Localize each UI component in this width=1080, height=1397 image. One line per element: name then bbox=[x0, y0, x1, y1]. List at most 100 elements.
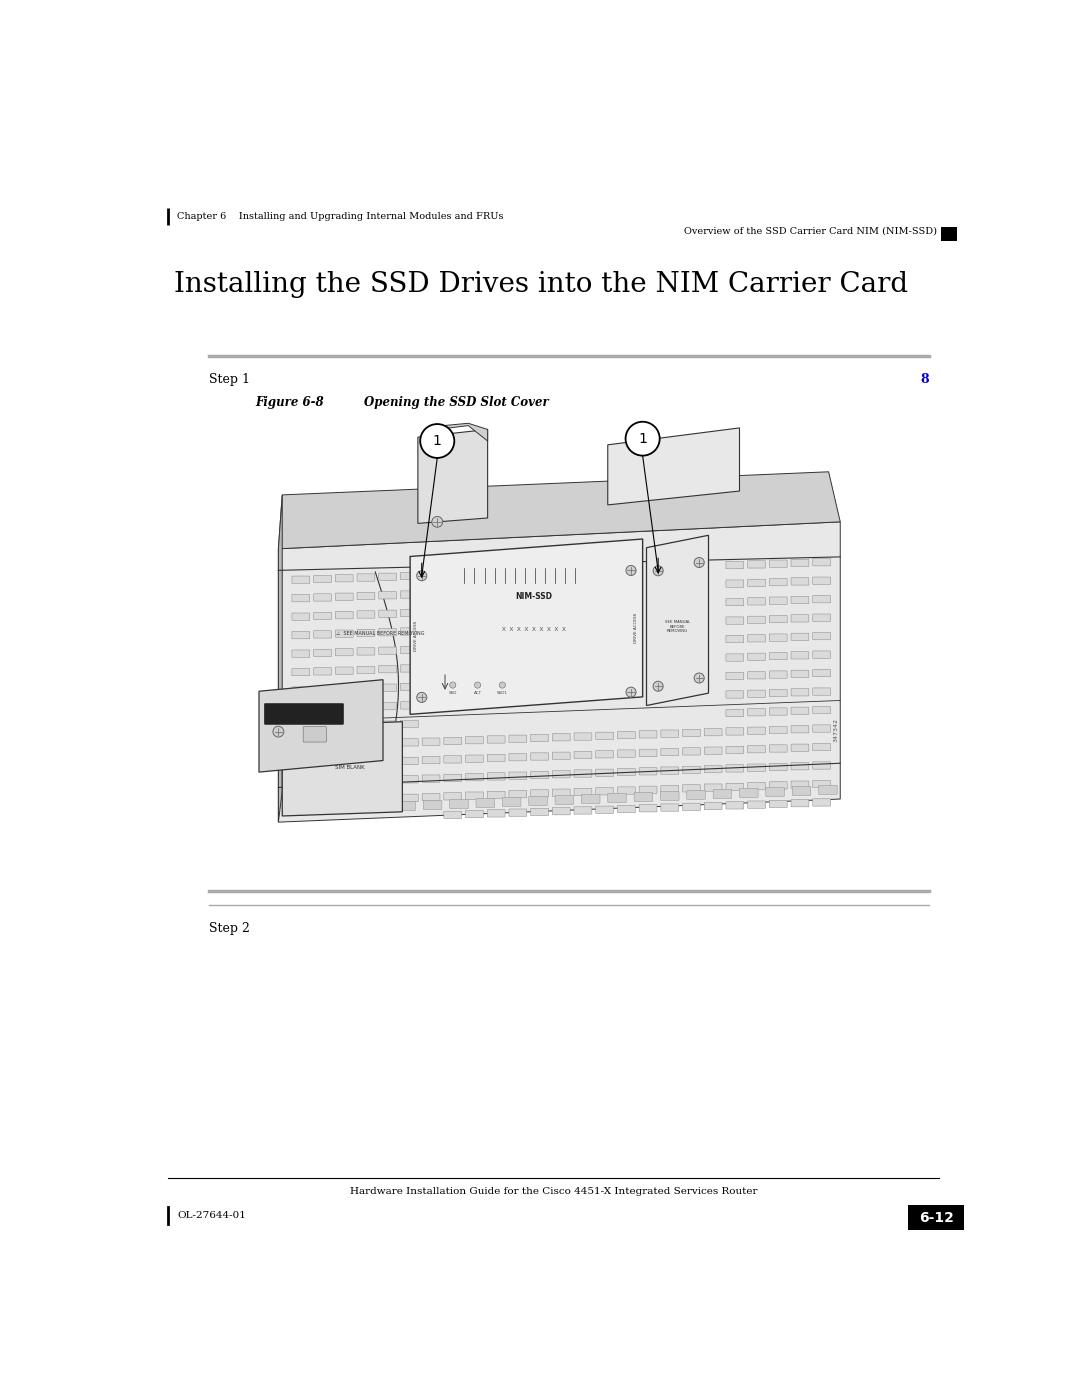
FancyBboxPatch shape bbox=[596, 770, 613, 777]
FancyBboxPatch shape bbox=[713, 789, 732, 799]
FancyBboxPatch shape bbox=[401, 647, 418, 654]
FancyBboxPatch shape bbox=[449, 799, 469, 809]
FancyBboxPatch shape bbox=[747, 782, 766, 789]
FancyBboxPatch shape bbox=[596, 732, 613, 739]
Bar bbox=[908, 1204, 964, 1231]
FancyBboxPatch shape bbox=[335, 778, 353, 785]
FancyBboxPatch shape bbox=[726, 692, 744, 698]
FancyBboxPatch shape bbox=[791, 615, 809, 622]
FancyBboxPatch shape bbox=[581, 795, 600, 803]
FancyBboxPatch shape bbox=[813, 743, 831, 750]
Text: DRIVE ACCESS: DRIVE ACCESS bbox=[634, 613, 638, 643]
FancyBboxPatch shape bbox=[313, 631, 332, 638]
FancyBboxPatch shape bbox=[379, 573, 396, 580]
FancyBboxPatch shape bbox=[791, 559, 809, 567]
FancyBboxPatch shape bbox=[401, 591, 418, 598]
FancyBboxPatch shape bbox=[313, 704, 332, 712]
Circle shape bbox=[499, 682, 505, 689]
FancyBboxPatch shape bbox=[335, 686, 353, 693]
FancyBboxPatch shape bbox=[639, 805, 657, 812]
FancyBboxPatch shape bbox=[379, 665, 396, 673]
FancyBboxPatch shape bbox=[552, 771, 570, 778]
FancyBboxPatch shape bbox=[704, 766, 723, 773]
FancyBboxPatch shape bbox=[596, 806, 613, 813]
Circle shape bbox=[653, 682, 663, 692]
FancyBboxPatch shape bbox=[292, 687, 310, 694]
FancyBboxPatch shape bbox=[769, 652, 787, 659]
FancyBboxPatch shape bbox=[370, 802, 389, 812]
Text: SIM BLANK: SIM BLANK bbox=[335, 764, 365, 770]
Text: Opening the SSD Slot Cover: Opening the SSD Slot Cover bbox=[364, 395, 549, 409]
FancyBboxPatch shape bbox=[335, 648, 353, 655]
FancyBboxPatch shape bbox=[379, 759, 396, 766]
FancyBboxPatch shape bbox=[769, 726, 787, 733]
Circle shape bbox=[449, 682, 456, 689]
FancyBboxPatch shape bbox=[465, 774, 484, 781]
FancyBboxPatch shape bbox=[661, 785, 678, 792]
FancyBboxPatch shape bbox=[813, 725, 831, 732]
FancyBboxPatch shape bbox=[813, 669, 831, 676]
FancyBboxPatch shape bbox=[683, 729, 700, 736]
FancyBboxPatch shape bbox=[379, 647, 396, 654]
FancyBboxPatch shape bbox=[813, 577, 831, 584]
FancyBboxPatch shape bbox=[813, 799, 831, 806]
FancyBboxPatch shape bbox=[401, 775, 418, 782]
Text: Hardware Installation Guide for the Cisco 4451-X Integrated Services Router: Hardware Installation Guide for the Cisc… bbox=[350, 1187, 757, 1196]
FancyBboxPatch shape bbox=[401, 627, 418, 636]
FancyBboxPatch shape bbox=[575, 752, 592, 759]
FancyBboxPatch shape bbox=[813, 761, 831, 770]
Text: Figure 6-8: Figure 6-8 bbox=[255, 395, 324, 409]
FancyBboxPatch shape bbox=[661, 803, 678, 812]
FancyBboxPatch shape bbox=[335, 760, 353, 767]
FancyBboxPatch shape bbox=[379, 629, 396, 636]
FancyBboxPatch shape bbox=[357, 592, 375, 599]
FancyBboxPatch shape bbox=[502, 798, 521, 806]
FancyBboxPatch shape bbox=[401, 573, 418, 580]
FancyBboxPatch shape bbox=[487, 791, 505, 799]
FancyBboxPatch shape bbox=[813, 595, 831, 604]
FancyBboxPatch shape bbox=[313, 686, 332, 693]
FancyBboxPatch shape bbox=[704, 747, 723, 754]
Text: ACT: ACT bbox=[473, 690, 482, 694]
FancyBboxPatch shape bbox=[401, 701, 418, 710]
FancyBboxPatch shape bbox=[379, 739, 396, 747]
FancyBboxPatch shape bbox=[726, 580, 744, 587]
FancyBboxPatch shape bbox=[292, 613, 310, 620]
FancyBboxPatch shape bbox=[704, 784, 723, 791]
Circle shape bbox=[432, 517, 443, 527]
FancyBboxPatch shape bbox=[791, 763, 809, 770]
FancyBboxPatch shape bbox=[661, 731, 678, 738]
Text: Chapter 6    Installing and Upgrading Internal Modules and FRUs: Chapter 6 Installing and Upgrading Inter… bbox=[177, 212, 503, 221]
FancyBboxPatch shape bbox=[661, 749, 678, 756]
FancyBboxPatch shape bbox=[357, 666, 375, 673]
FancyBboxPatch shape bbox=[444, 812, 461, 819]
FancyBboxPatch shape bbox=[769, 578, 787, 585]
FancyBboxPatch shape bbox=[357, 796, 375, 803]
Text: SSD: SSD bbox=[448, 690, 457, 694]
FancyBboxPatch shape bbox=[530, 789, 549, 798]
FancyBboxPatch shape bbox=[791, 725, 809, 733]
FancyBboxPatch shape bbox=[357, 610, 375, 617]
Polygon shape bbox=[282, 722, 403, 816]
FancyBboxPatch shape bbox=[401, 609, 418, 616]
FancyBboxPatch shape bbox=[769, 745, 787, 752]
FancyBboxPatch shape bbox=[575, 807, 592, 814]
FancyBboxPatch shape bbox=[747, 708, 766, 715]
FancyBboxPatch shape bbox=[791, 597, 809, 604]
FancyBboxPatch shape bbox=[357, 648, 375, 655]
FancyBboxPatch shape bbox=[444, 738, 461, 745]
FancyBboxPatch shape bbox=[747, 560, 766, 569]
FancyBboxPatch shape bbox=[704, 802, 723, 810]
FancyBboxPatch shape bbox=[813, 633, 831, 640]
FancyBboxPatch shape bbox=[608, 793, 626, 802]
FancyBboxPatch shape bbox=[379, 777, 396, 784]
FancyBboxPatch shape bbox=[303, 726, 326, 742]
FancyBboxPatch shape bbox=[465, 792, 484, 799]
FancyBboxPatch shape bbox=[769, 597, 787, 605]
FancyBboxPatch shape bbox=[793, 787, 811, 795]
FancyBboxPatch shape bbox=[292, 576, 310, 584]
Circle shape bbox=[625, 422, 660, 455]
Polygon shape bbox=[279, 495, 282, 823]
FancyBboxPatch shape bbox=[335, 740, 353, 749]
FancyBboxPatch shape bbox=[704, 728, 723, 736]
